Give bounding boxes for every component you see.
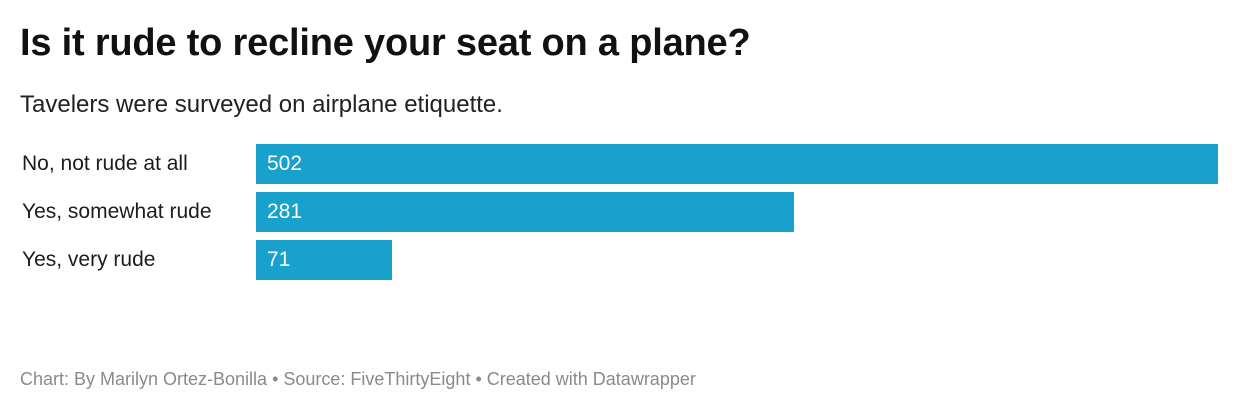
bar-row: No, not rude at all 502	[20, 144, 1220, 184]
chart-title: Is it rude to recline your seat on a pla…	[20, 22, 751, 64]
bar	[256, 240, 392, 280]
category-label: Yes, very rude	[22, 248, 156, 271]
chart-subtitle: Tavelers were surveyed on airplane etiqu…	[20, 91, 503, 118]
bar-chart: No, not rude at all 502 Yes, somewhat ru…	[20, 144, 1220, 284]
value-label: 71	[267, 248, 291, 271]
category-label: Yes, somewhat rude	[22, 200, 212, 223]
bar	[256, 192, 794, 232]
category-label: No, not rude at all	[22, 152, 188, 175]
value-label: 281	[267, 200, 303, 223]
value-label: 502	[267, 152, 303, 175]
bar-row: Yes, somewhat rude 281	[20, 192, 1220, 232]
bar	[256, 144, 1218, 184]
bar-row: Yes, very rude 71	[20, 240, 1220, 280]
chart-credit-footer: Chart: By Marilyn Ortez-Bonilla • Source…	[20, 369, 696, 389]
